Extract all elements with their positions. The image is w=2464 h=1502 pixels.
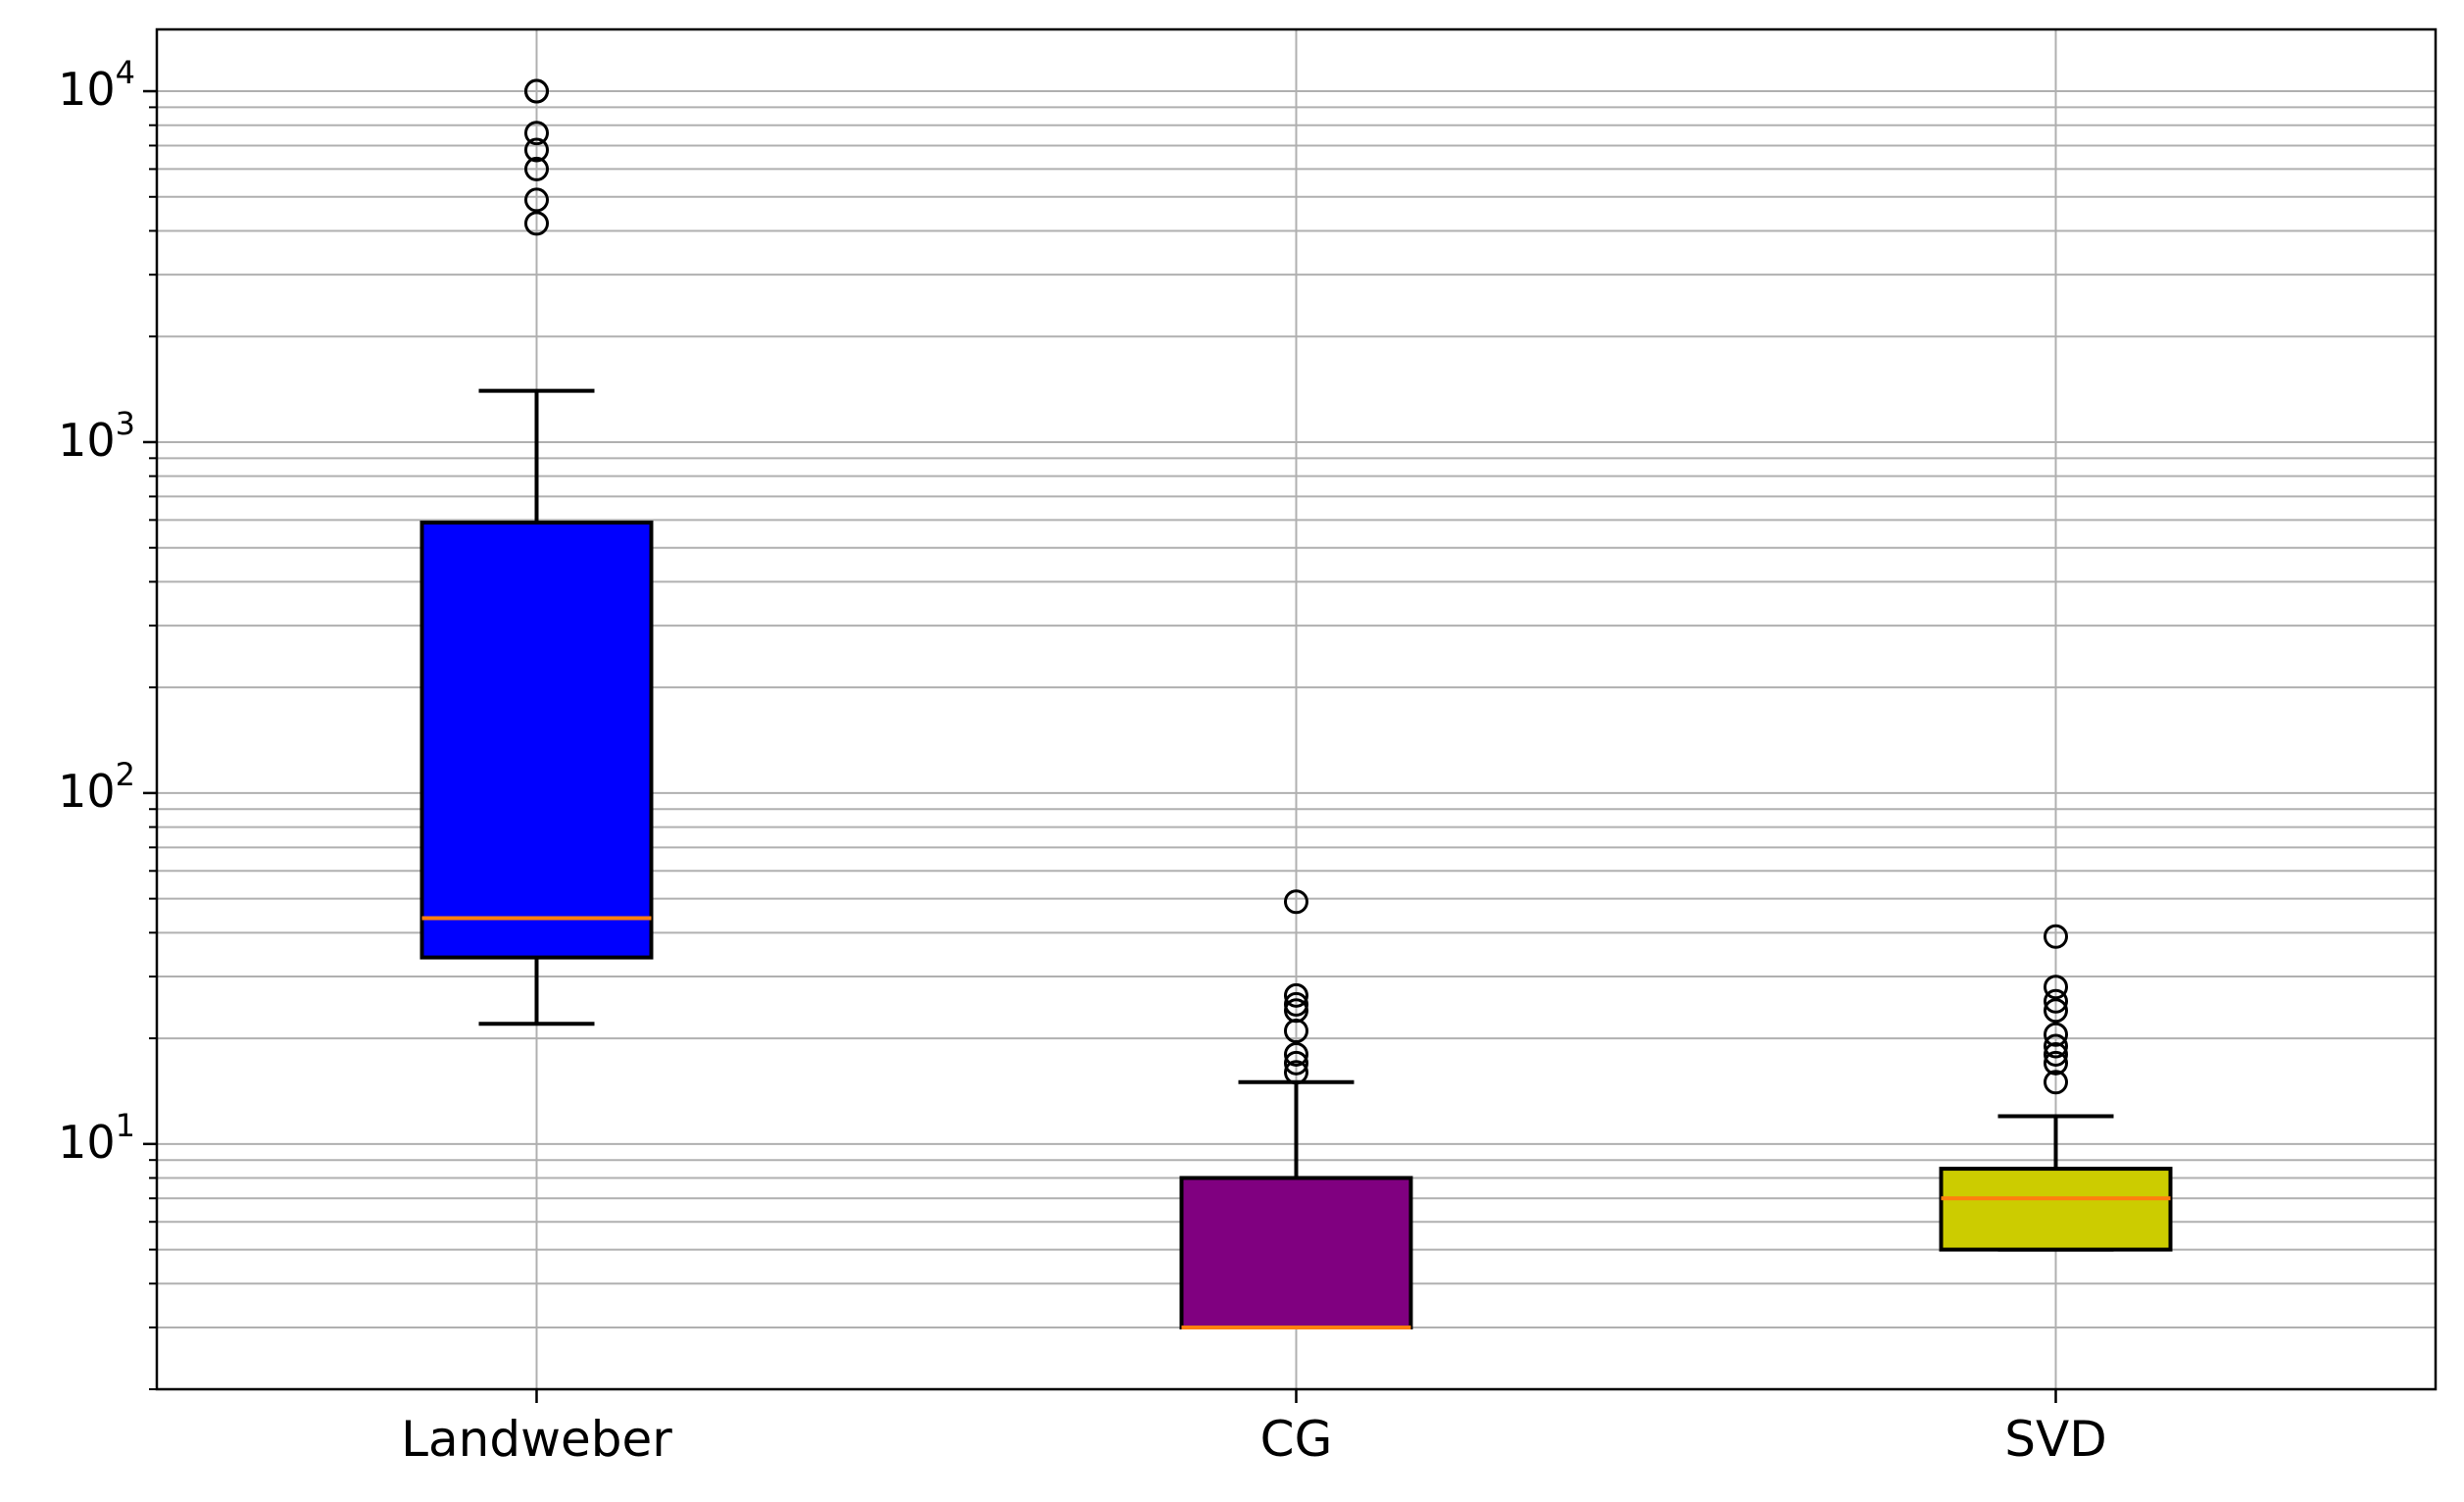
outlier-point [2044,1033,2068,1059]
box-body [419,520,654,960]
y-tick-exponent: 4 [116,54,135,91]
outlier-point [1284,1018,1308,1043]
outlier-point [1284,1060,1308,1085]
y-tick-base: 10 [58,63,116,116]
outlier-point [524,211,549,236]
outlier-point [1284,889,1308,915]
y-tick-exponent: 1 [116,1107,135,1144]
outlier-point [2044,988,2068,1014]
box-cg [1179,889,1413,1329]
outlier-point [1284,991,1308,1017]
box-svd [1939,924,2173,1252]
outlier-point [1284,982,1308,1008]
outlier-point [2044,1050,2068,1076]
box-body [1939,1167,2173,1252]
outlier-point [524,187,549,213]
outlier-point [1284,1050,1308,1076]
outlier-point [524,78,549,104]
y-tick-base: 10 [58,1116,116,1169]
outlier-point [524,121,549,146]
box-body [1179,1176,1413,1329]
outlier-point [524,137,549,163]
box-landweber [419,78,654,1026]
y-tick-label: 103 [58,405,135,467]
outlier-point [2044,1041,2068,1067]
outlier-point [1284,1041,1308,1067]
outlier-point [524,156,549,181]
outlier-point [2044,975,2068,1000]
outlier-point [2044,1070,2068,1095]
y-tick-label: 102 [58,756,135,818]
y-tick-label: 104 [58,54,135,116]
y-tick-exponent: 3 [116,405,135,442]
y-tick-base: 10 [58,765,116,818]
y-tick-base: 10 [58,414,116,467]
outlier-point [2044,998,2068,1024]
outlier-point [2044,924,2068,949]
x-tick-label-svd: SVD [2004,1411,2106,1468]
y-tick-exponent: 2 [116,756,135,793]
x-tick-label-cg: CG [1260,1411,1333,1468]
outlier-point [2044,1022,2068,1047]
x-tick-label-landweber: Landweber [401,1411,672,1468]
boxes [419,78,2173,1329]
y-tick-label: 101 [58,1107,135,1169]
